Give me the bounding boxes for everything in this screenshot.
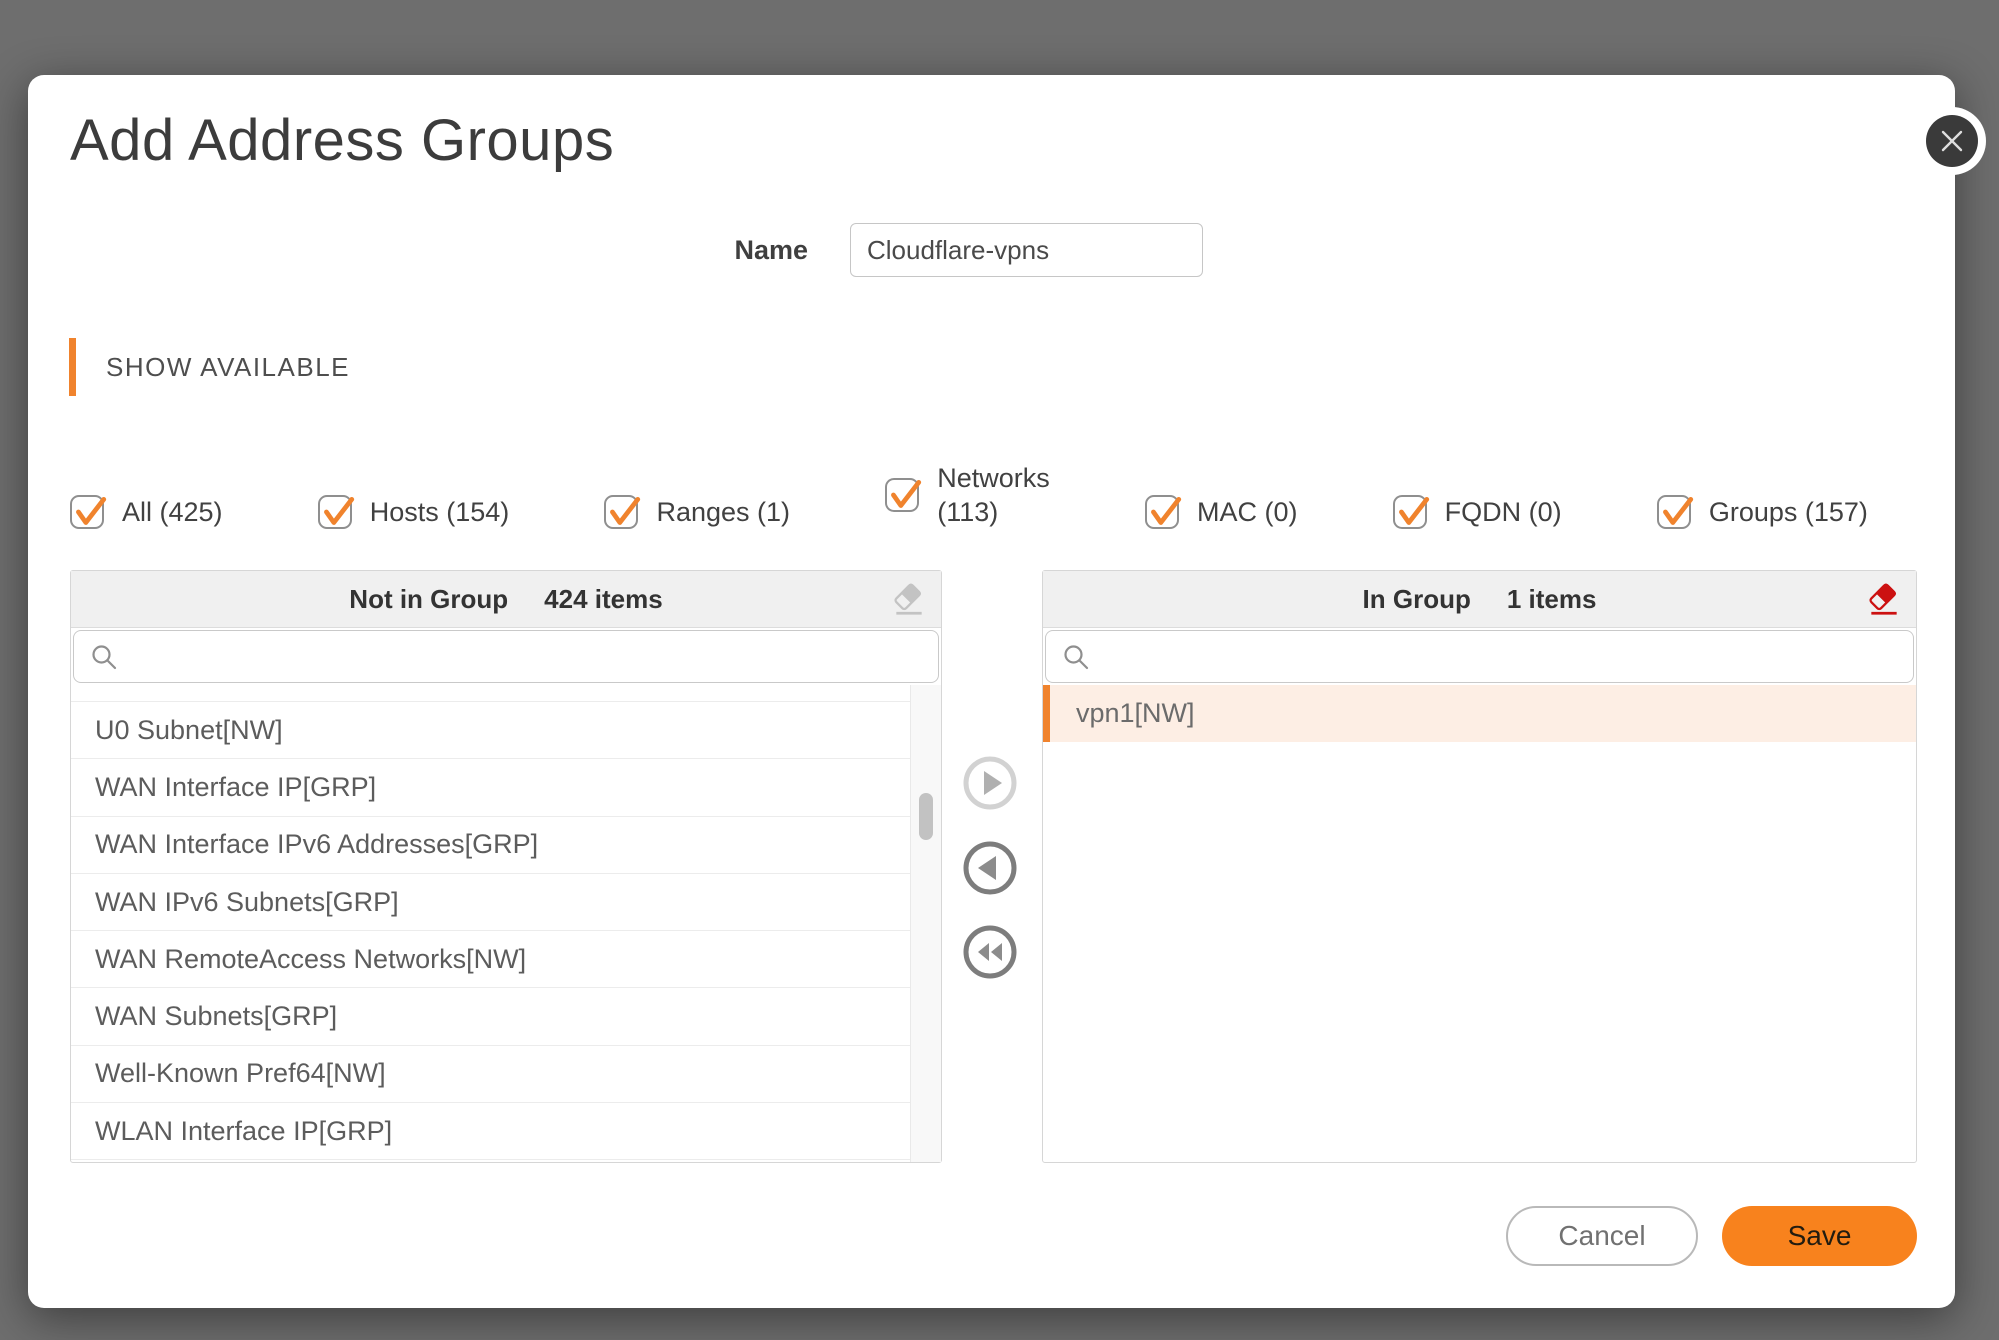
panel-item-count: 424 items: [544, 583, 663, 614]
cancel-button[interactable]: Cancel: [1506, 1206, 1698, 1266]
name-field-label: Name: [734, 234, 808, 265]
list-item[interactable]: WAN IPv6 Subnets[GRP]: [71, 873, 910, 932]
checkbox[interactable]: [1144, 494, 1182, 529]
type-filter-checkbox[interactable]: Groups (157): [1656, 494, 1868, 529]
type-filter-row: All (425) Hosts (154): [70, 449, 1868, 529]
type-filter-checkbox[interactable]: Networks (113): [885, 461, 1050, 529]
move-right-button[interactable]: [963, 756, 1017, 810]
arrow-right-icon: [963, 756, 1017, 810]
remove-all-button[interactable]: [1864, 579, 1904, 619]
move-all-left-button[interactable]: [963, 925, 1017, 979]
list-item[interactable]: WAN RemoteAccess Networks[NW]: [71, 931, 910, 989]
name-input[interactable]: [850, 223, 1203, 277]
search-icon: [1062, 643, 1090, 671]
in-group-header: In Group 1 items: [1043, 571, 1916, 628]
close-button[interactable]: [1926, 115, 1978, 167]
list-rows: U0 Subnet[NW] WAN Interface IP[GRP] WAN In…: [71, 685, 910, 1161]
checkbox[interactable]: [604, 494, 641, 529]
filter-label: Groups (157): [1708, 496, 1868, 527]
move-left-button[interactable]: [963, 841, 1017, 895]
save-button[interactable]: Save: [1722, 1206, 1917, 1266]
not-in-group-header: Not in Group 424 items: [71, 571, 941, 628]
list-item[interactable]: WLAN Interface IP[GRP]: [71, 1103, 910, 1161]
filter-label: Ranges (1): [656, 496, 791, 527]
type-filter-checkbox[interactable]: Ranges (1): [604, 494, 791, 529]
checkbox[interactable]: [1392, 494, 1429, 529]
filter-label: Hosts (154): [369, 496, 510, 527]
filter-label: All (425): [122, 496, 223, 527]
in-group-list: vpn1[NW]: [1043, 685, 1916, 1162]
list-item[interactable]: Well-Known Pref64[NW]: [71, 1045, 910, 1104]
selected-list-item[interactable]: vpn1[NW]: [1043, 685, 1916, 742]
scrollbar-thumb[interactable]: [919, 793, 933, 840]
checkbox[interactable]: [885, 477, 922, 512]
list-item[interactable]: WAN Interface IPv6 Addresses[GRP]: [71, 816, 910, 874]
panel-title: In Group: [1362, 583, 1471, 614]
arrow-left-icon: [963, 841, 1017, 895]
list-body: U0 Subnet[NW] WAN Interface IP[GRP] WAN In…: [71, 702, 910, 1161]
type-filter-checkbox[interactable]: FQDN (0): [1392, 494, 1562, 529]
search-input[interactable]: [1090, 631, 1913, 682]
type-filter-checkbox[interactable]: All (425): [70, 494, 223, 529]
eraser-icon: [1865, 580, 1903, 618]
checkbox[interactable]: [1656, 494, 1693, 529]
type-filter-checkbox[interactable]: MAC (0): [1144, 494, 1298, 529]
partial-row: [71, 685, 910, 702]
dialog-title: Add Address Groups: [70, 108, 615, 173]
in-group-search: [1045, 630, 1914, 683]
section-accent-bar: [69, 338, 76, 396]
clear-selection-button[interactable]: [889, 579, 929, 619]
panel-item-count: 1 items: [1506, 583, 1597, 614]
type-filter-checkbox[interactable]: Hosts (154): [317, 494, 510, 529]
panel-title: Not in Group: [349, 583, 509, 614]
list-item[interactable]: WAN Subnets[GRP]: [71, 988, 910, 1046]
filter-label: MAC (0): [1196, 496, 1298, 527]
double-arrow-left-icon: [963, 925, 1017, 979]
not-in-group-list: U0 Subnet[NW] WAN Interface IP[GRP] WAN In…: [71, 685, 941, 1162]
search-icon: [90, 643, 118, 671]
checkbox[interactable]: [70, 494, 107, 529]
list-item[interactable]: WAN Interface IP[GRP]: [71, 759, 910, 817]
not-in-group-panel: Not in Group 424 items: [70, 570, 942, 1163]
checkbox[interactable]: [317, 494, 354, 529]
scrollbar-track[interactable]: [910, 685, 941, 1162]
add-address-groups-dialog: Add Address Groups Name SHOW AVAILABLE: [28, 75, 1978, 1308]
eraser-icon: [890, 580, 928, 618]
not-in-group-search: [73, 630, 939, 683]
filter-label: Networks (113): [937, 462, 1050, 527]
filter-label: FQDN (0): [1444, 496, 1562, 527]
in-group-panel: In Group 1 items: [1042, 570, 1917, 1163]
list-rows: vpn1[NW]: [1043, 685, 1916, 742]
list-item[interactable]: U0 Subnet[NW]: [71, 702, 910, 760]
search-input[interactable]: [118, 631, 938, 682]
close-icon: [1939, 128, 1965, 154]
section-title: SHOW AVAILABLE: [106, 351, 351, 382]
